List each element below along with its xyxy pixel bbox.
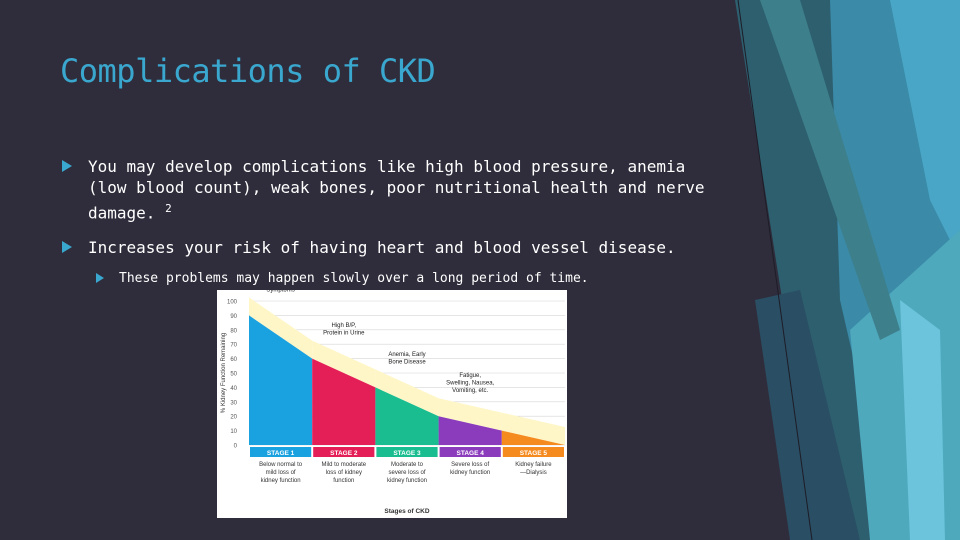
- bullet-text: Increases your risk of having heart and …: [88, 238, 676, 258]
- stage-header-5: [502, 447, 564, 457]
- y-tick-label: 0: [234, 444, 238, 450]
- stage-header-4: [439, 447, 501, 457]
- stage-description: kidney function: [450, 470, 490, 476]
- stage-description: loss of kidney: [326, 470, 362, 476]
- stage-label: STAGE 4: [457, 450, 485, 457]
- deco-shape-navy: [755, 290, 860, 540]
- symptom-label: Symptoms: [266, 290, 294, 293]
- deco-shape-light: [890, 0, 960, 260]
- symptom-label: Protein in Urine: [323, 331, 365, 337]
- stage-description: Below normal to: [259, 462, 303, 468]
- deco-shape-accent: [760, 0, 900, 340]
- chart-svg: 0 10 20 30 40 50 60 70 80 90 100 % Kidney Function …: [221, 280, 565, 515]
- stage-description: function: [333, 478, 354, 484]
- deco-line: [737, 0, 813, 540]
- stage-description: Moderate to: [391, 462, 424, 468]
- stage-label: STAGE 2: [330, 450, 358, 457]
- symptom-band: [375, 369, 439, 417]
- ckd-stages-chart: 0 10 20 30 40 50 60 70 80 90 100 % Kidney Function …: [217, 280, 567, 518]
- sub-bullet-text: These problems may happen slowly over a …: [119, 271, 589, 287]
- stage-label: STAGE 1: [267, 450, 295, 457]
- stage-description: severe loss of: [388, 470, 425, 476]
- y-tick-label: 40: [230, 386, 237, 392]
- bullet-arrow-icon: [62, 241, 72, 254]
- citation-superscript: 2: [165, 202, 172, 215]
- stage-description: mild loss of: [266, 470, 296, 476]
- stage-description: kidney function: [387, 478, 427, 484]
- slide-title: Complications of CKD: [60, 52, 436, 90]
- sub-bullet-arrow-icon: [96, 273, 104, 284]
- symptom-band: [312, 340, 376, 388]
- y-tick-label: 100: [227, 300, 238, 306]
- stage-area-2: [312, 358, 376, 445]
- y-tick-label: 20: [230, 415, 237, 421]
- y-tick-label: 10: [230, 429, 237, 435]
- bullet-item-heart-risk: Increases your risk of having heart and …: [62, 237, 722, 258]
- stage-area-4: [438, 416, 502, 445]
- stage-header-3: [376, 447, 438, 457]
- stage-header-1: [250, 447, 312, 457]
- bullet-arrow-icon: [62, 160, 72, 172]
- symptom-band: [249, 297, 313, 359]
- stage-description: Kidney failure: [515, 462, 552, 468]
- y-tick-label: 30: [230, 400, 237, 406]
- stage-description: Mild to moderate: [321, 462, 366, 468]
- symptom-label: High B/P,: [332, 323, 357, 329]
- y-tick-label: 70: [230, 343, 237, 349]
- stage-label: STAGE 5: [520, 450, 548, 457]
- symptom-label: Vomiting, etc.: [452, 388, 488, 394]
- stage-area-3: [375, 387, 439, 445]
- stage-header-2: [313, 447, 375, 457]
- symptom-label: Fatigue,: [459, 373, 481, 379]
- y-tick-label: 80: [230, 328, 237, 334]
- stage-description: Severe loss of: [451, 462, 489, 468]
- x-axis-label: Stages of CKD: [384, 508, 429, 515]
- y-tick-label: 90: [230, 314, 237, 320]
- stage-description: kidney function: [261, 478, 301, 484]
- bullet-list: You may develop complications like high …: [62, 156, 722, 288]
- stage-description: —Dialysis: [520, 470, 547, 476]
- bullet-item-complications: You may develop complications like high …: [62, 156, 722, 223]
- symptom-label: Swelling, Nausea,: [446, 381, 494, 387]
- stage-area-1: [249, 315, 313, 445]
- symptom-band: [501, 412, 565, 445]
- sub-bullet-item: These problems may happen slowly over a …: [62, 270, 722, 288]
- symptom-band: [438, 398, 502, 431]
- deco-shape-bright: [900, 300, 945, 540]
- bullet-text: You may develop complications like high …: [88, 157, 705, 223]
- symptom-label: Anemia, Early: [388, 352, 425, 358]
- stage-label: STAGE 3: [393, 450, 421, 457]
- symptom-label: Bone Disease: [388, 359, 426, 365]
- y-tick-label: 50: [230, 372, 237, 378]
- y-tick-label: 60: [230, 357, 237, 363]
- y-axis-label: % Kidney Function Remaining: [221, 333, 227, 413]
